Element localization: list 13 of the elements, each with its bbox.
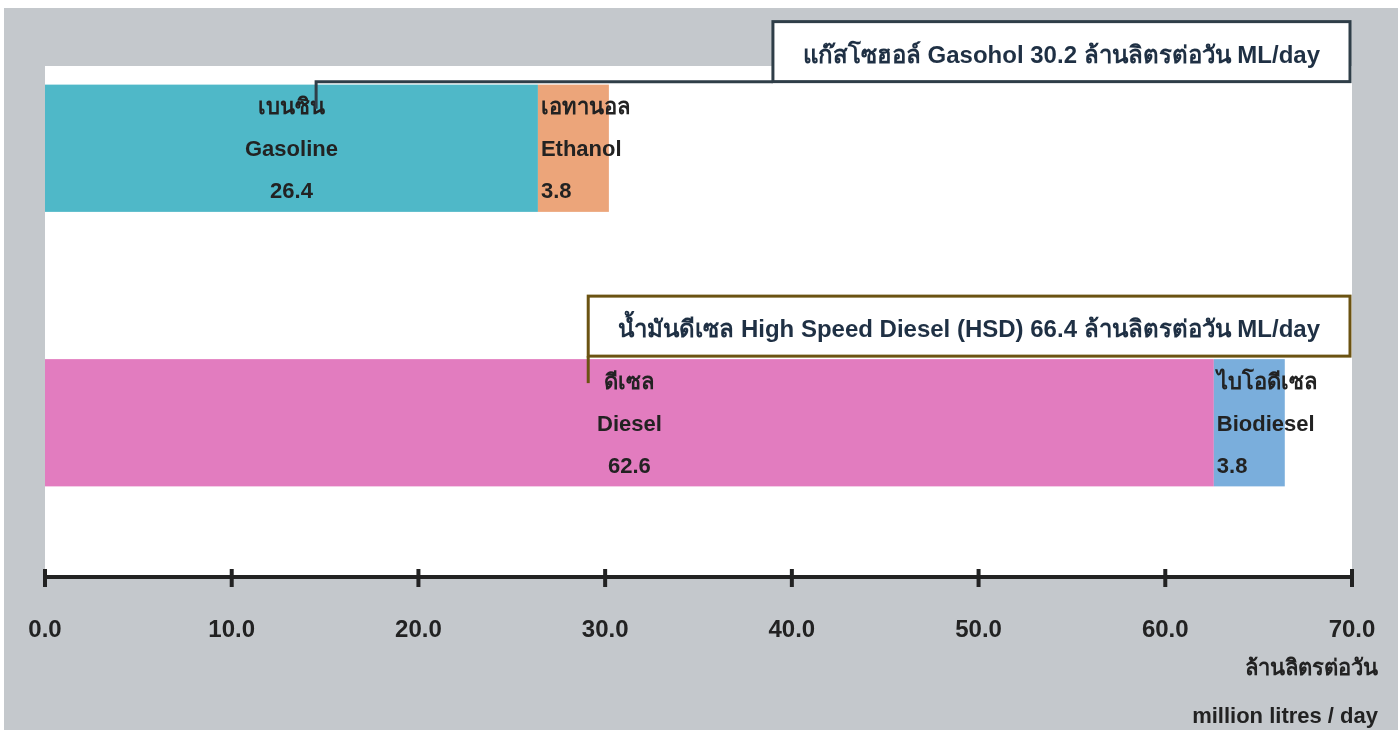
annotation: น้ำมันดีเซล High Speed Diesel (HSD) 66.4 ล้านลิตรต่อวัน ML/day: [618, 310, 1321, 343]
data-label: ดีเซล Diesel 62.6: [597, 368, 662, 478]
data-label: เบนซิน Gasoline 26.4: [245, 94, 338, 204]
x-tick-label: 0.0: [28, 615, 62, 642]
x-tick-label: 60.0: [1141, 615, 1189, 642]
annotation: แก๊สโซฮอล์ Gasohol 30.2 ล้านลิตรต่อวัน ML/day: [802, 39, 1321, 68]
x-tick-label: 20.0: [395, 615, 442, 642]
x-tick-label: 50.0: [955, 615, 1002, 642]
x-tick-label: 30.0: [581, 615, 629, 642]
x-axis-title: ล้านลิตรต่อวัน million litres / day: [1192, 655, 1379, 728]
x-tick-label: 10.0: [208, 615, 256, 642]
x-tick-label: 70.0: [1328, 615, 1376, 642]
x-tick-label: 40.0: [768, 615, 816, 642]
